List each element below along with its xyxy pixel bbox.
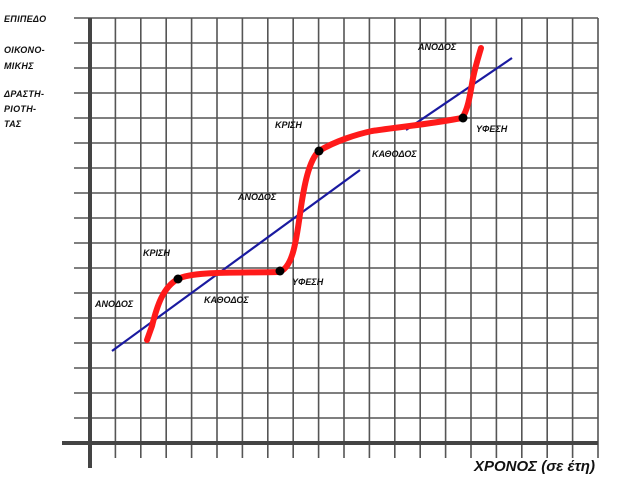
y-axis-label-line-1: ΕΠΙΠΕΔΟ [4,14,47,24]
y-axis-label-line-4: ΔΡΑΣΤΗ- [4,89,45,99]
recession-point-1 [275,266,285,276]
crisis-point-2 [314,146,324,156]
trend-line-lower [111,169,361,352]
grid [74,17,599,458]
phase-label-yfesi-2: ΥΦΕΣΗ [476,124,508,134]
y-axis-label-line-6: ΤΑΣ [4,119,22,129]
phase-label-krisi-1: ΚΡΙΣΗ [143,248,170,258]
axes [62,18,598,468]
phase-label-anodos-1: ΑΝΟΔΟΣ [94,299,134,309]
phase-label-kathodos-1: ΚΑΘΟΔΟΣ [204,295,249,305]
crisis-point-1 [173,274,183,284]
phase-label-krisi-2: ΚΡΙΣΗ [275,120,302,130]
y-axis-label-line-2: ΟΙΚΟΝΟ- [4,45,45,55]
phase-label-yfesi-1: ΥΦΕΣΗ [292,277,324,287]
y-axis-label-line-5: ΡΙΟΤΗ- [4,104,37,114]
phase-label-kathodos-2: ΚΑΘΟΔΟΣ [372,149,417,159]
phase-label-anodos-2: ΑΝΟΔΟΣ [237,192,277,202]
trend-line-upper [405,57,513,131]
recession-point-2 [458,113,468,123]
phase-label-anodos-3: ΑΝΟΔΟΣ [417,42,457,52]
business-cycle-curve [144,45,484,343]
y-axis-label-line-3: ΜΙΚΗΣ [4,61,34,71]
x-axis-label: ΧΡΟΝΟΣ (σε έτη) [474,458,595,475]
